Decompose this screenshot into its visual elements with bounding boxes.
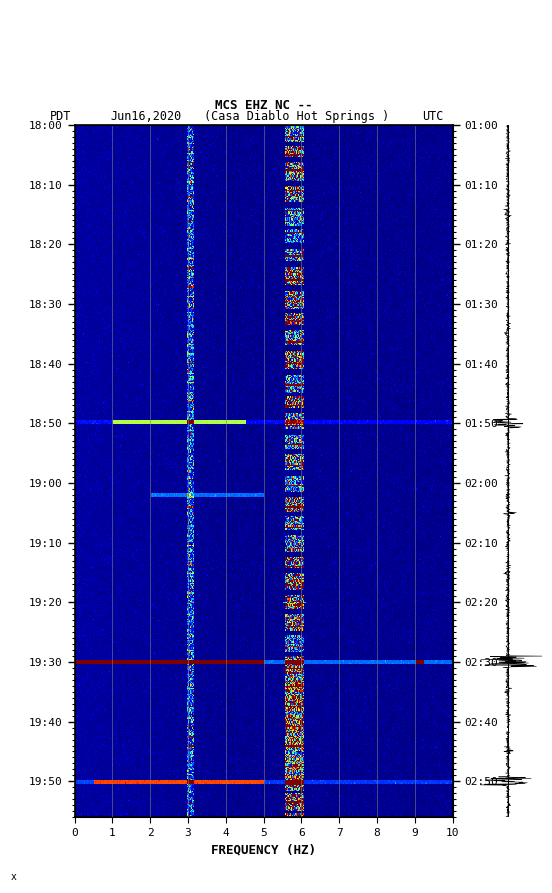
Text: USGS: USGS bbox=[31, 27, 64, 40]
Text: UTC: UTC bbox=[422, 110, 444, 123]
Text: MCS EHZ NC --: MCS EHZ NC -- bbox=[215, 98, 312, 112]
Text: x: x bbox=[11, 872, 17, 882]
Text: Jun16,2020: Jun16,2020 bbox=[110, 110, 182, 123]
Polygon shape bbox=[7, 13, 24, 53]
X-axis label: FREQUENCY (HZ): FREQUENCY (HZ) bbox=[211, 843, 316, 856]
Text: PDT: PDT bbox=[50, 110, 71, 123]
Text: (Casa Diablo Hot Springs ): (Casa Diablo Hot Springs ) bbox=[204, 110, 390, 123]
